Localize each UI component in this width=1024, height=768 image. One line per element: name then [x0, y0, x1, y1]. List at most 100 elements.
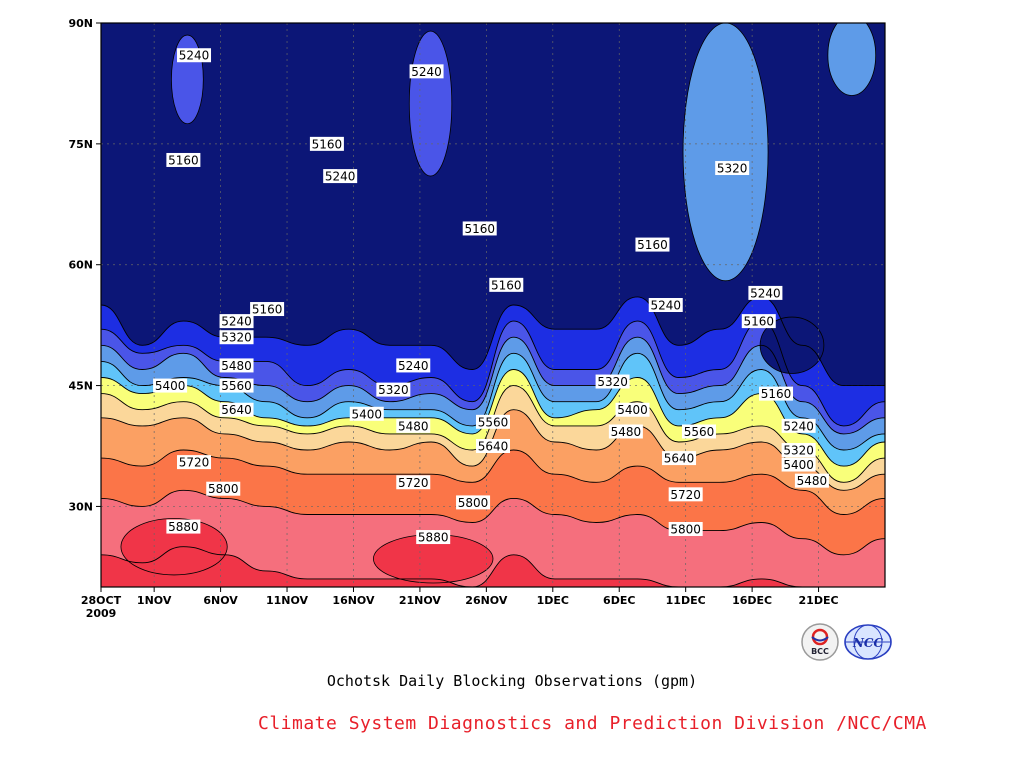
contour-label-box — [309, 136, 344, 151]
contour-label-box — [748, 285, 783, 300]
contour-label-box — [595, 374, 630, 389]
contour-label: 5400 — [781, 457, 816, 472]
contour-label-box — [456, 495, 491, 510]
contour-label-box — [741, 314, 776, 329]
contour-label-box — [396, 358, 431, 373]
contour-label-box — [781, 457, 816, 472]
contour-label: 5480 — [608, 424, 643, 439]
contour-label-box — [715, 161, 750, 176]
contour-cell-5320_5400 — [682, 23, 769, 282]
contour-label: 5560 — [681, 424, 716, 439]
contour-label-text: 5160 — [743, 315, 774, 329]
contour-label-text: 5400 — [155, 379, 186, 393]
x-tick-label: 1NOV — [137, 594, 172, 607]
x-tick-label: 21DEC — [799, 594, 839, 607]
contour-label-text: 5160 — [637, 238, 668, 252]
contour-line-5320 — [101, 336, 885, 435]
contour-label-text: 5160 — [252, 303, 283, 317]
contour-label-text: 5240 — [750, 286, 781, 300]
ncc-logo: NCC — [844, 624, 892, 660]
contour-label: 5320 — [715, 161, 750, 176]
contour-label-text: 5160 — [312, 137, 343, 151]
contour-label: 5800 — [456, 495, 491, 510]
contour-label-box — [668, 521, 703, 536]
contour-label-box — [166, 152, 201, 167]
x-tick-label-year: 2009 — [86, 607, 117, 620]
contour-label-box — [409, 64, 444, 79]
y-tick-label: 45N — [68, 380, 93, 393]
contour-label: 5800 — [206, 481, 241, 496]
contour-label: 5320 — [595, 374, 630, 389]
contour-label-text: 5320 — [717, 162, 748, 176]
contour-label: 5800 — [668, 521, 703, 536]
contour-label-text: 5560 — [221, 379, 252, 393]
contour-label: 5240 — [323, 169, 358, 184]
axis-ticks: 28OCT 1NOV 6NOV 11NOV 16NOV 21NOV 26NOV 1DEC 6DE… — [68, 17, 838, 620]
contour-label-text: 5400 — [351, 407, 382, 421]
contour-label-text: 5720 — [398, 476, 429, 490]
contour-label-box — [323, 169, 358, 184]
contour-label: 5560 — [476, 414, 510, 429]
contour-label: 5480 — [794, 473, 829, 488]
contour-label-box — [608, 424, 643, 439]
contour-label-box — [219, 330, 254, 345]
contour-label-text: 5800 — [458, 496, 489, 510]
contour-label-box — [219, 314, 254, 329]
x-tick-label: 28OCT — [81, 594, 122, 607]
contour-label-box — [250, 302, 285, 317]
contour-label: 5560 — [219, 378, 254, 393]
gridlines — [101, 23, 885, 587]
contour-label: 5160 — [489, 277, 524, 292]
band-5800_5880 — [101, 490, 885, 587]
contour-line-5800 — [101, 489, 885, 556]
contour-label-text: 5240 — [650, 299, 681, 313]
contour-fills — [101, 23, 885, 587]
contour-label-text: 5320 — [783, 444, 814, 458]
x-tick-label: 11NOV — [266, 594, 309, 607]
contour-label-text: 5560 — [478, 415, 509, 429]
x-tick-label: 1DEC — [537, 594, 569, 607]
contour-label-box — [177, 455, 212, 470]
x-tick-label: 26NOV — [465, 594, 508, 607]
contour-label-text: 5880 — [168, 520, 199, 534]
contour-label: 5720 — [396, 475, 431, 490]
contour-label-text: 5480 — [398, 419, 429, 433]
contour-label: 5160 — [166, 152, 201, 167]
contour-label-text: 5320 — [378, 383, 409, 397]
contour-label-box — [462, 221, 497, 236]
chart-title: Ochotsk Daily Blocking Observations (gpm… — [326, 672, 698, 690]
contour-label-text: 5240 — [783, 419, 814, 433]
contour-label-box — [615, 402, 650, 417]
contour-label-text: 5160 — [761, 387, 792, 401]
contour-label-text: 5400 — [617, 403, 648, 417]
contour-label-text: 5480 — [611, 425, 642, 439]
y-tick-label: 30N — [68, 500, 93, 513]
x-tick-label: 21NOV — [399, 594, 442, 607]
contour-label: 5400 — [349, 406, 384, 421]
contour-label: 5240 — [409, 64, 444, 79]
contour-label-text: 5240 — [221, 315, 252, 329]
contour-label-box — [662, 451, 697, 466]
contour-label-box — [349, 406, 384, 421]
contour-label-box — [648, 298, 683, 312]
contour-label: 5160 — [309, 136, 344, 151]
contour-label: 5160 — [635, 237, 670, 252]
contour-label-text: 5320 — [597, 375, 628, 389]
contour-label-text: 5240 — [325, 170, 356, 184]
contour-label-text: 5240 — [179, 49, 210, 63]
contour-label-box — [781, 418, 816, 433]
contour-label: 5880 — [166, 519, 201, 534]
contour-label: 5720 — [177, 455, 212, 470]
contour-cell-5240_5320 — [408, 30, 453, 177]
contour-label-text: 5320 — [221, 331, 252, 345]
contour-label-text: 5800 — [208, 482, 239, 496]
contour-label-box — [781, 443, 816, 458]
contour-label: 5240 — [748, 285, 783, 300]
contour-line-5880 — [101, 546, 885, 587]
contour-label-box — [635, 237, 670, 252]
contour-label-text: 5240 — [398, 359, 429, 373]
contour-label: 5240 — [648, 298, 683, 313]
contour-label: 5400 — [615, 402, 650, 417]
contour-label: 5480 — [396, 418, 431, 433]
contour-label: 5160 — [759, 386, 794, 401]
